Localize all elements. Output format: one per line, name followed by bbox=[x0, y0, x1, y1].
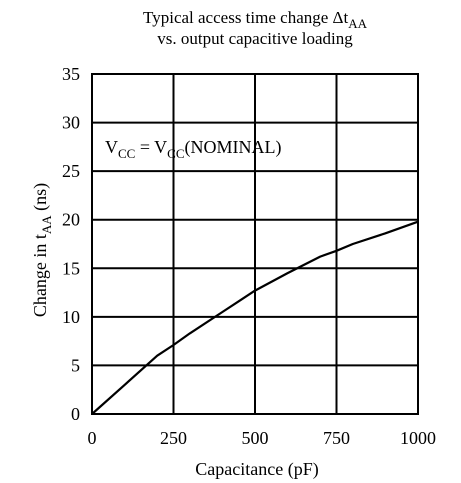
y-tick-labels: 0 5 10 15 20 25 30 35 bbox=[62, 64, 80, 424]
chart-title: Typical access time change ΔtAA vs. outp… bbox=[143, 8, 368, 48]
plot-area bbox=[91, 73, 419, 415]
y-tick-label: 0 bbox=[71, 404, 80, 424]
chart-title-line2: vs. output capacitive loading bbox=[157, 29, 353, 48]
vcc-annotation: VCC = VCC(NOMINAL) bbox=[105, 137, 282, 161]
x-tick-label: 1000 bbox=[400, 428, 436, 448]
y-tick-label: 5 bbox=[71, 355, 80, 375]
y-tick-label: 35 bbox=[62, 64, 80, 84]
x-tick-label: 250 bbox=[160, 428, 187, 448]
y-tick-label: 30 bbox=[62, 113, 80, 133]
x-axis-label: Capacitance (pF) bbox=[195, 459, 318, 480]
chart-title-line1: Typical access time change ΔtAA bbox=[143, 8, 368, 31]
y-axis-label: Change in tAA (ns) bbox=[30, 183, 54, 317]
y-tick-label: 10 bbox=[62, 307, 80, 327]
y-tick-label: 15 bbox=[62, 258, 80, 278]
x-tick-label: 0 bbox=[88, 428, 97, 448]
x-tick-label: 750 bbox=[323, 428, 350, 448]
x-tick-labels: 0 250 500 750 1000 bbox=[88, 428, 437, 448]
gridlines bbox=[92, 74, 418, 414]
plot-frame bbox=[91, 73, 419, 415]
y-tick-label: 25 bbox=[62, 161, 80, 181]
y-tick-label: 20 bbox=[62, 210, 80, 230]
series-line bbox=[91, 220, 419, 415]
x-tick-label: 500 bbox=[242, 428, 269, 448]
